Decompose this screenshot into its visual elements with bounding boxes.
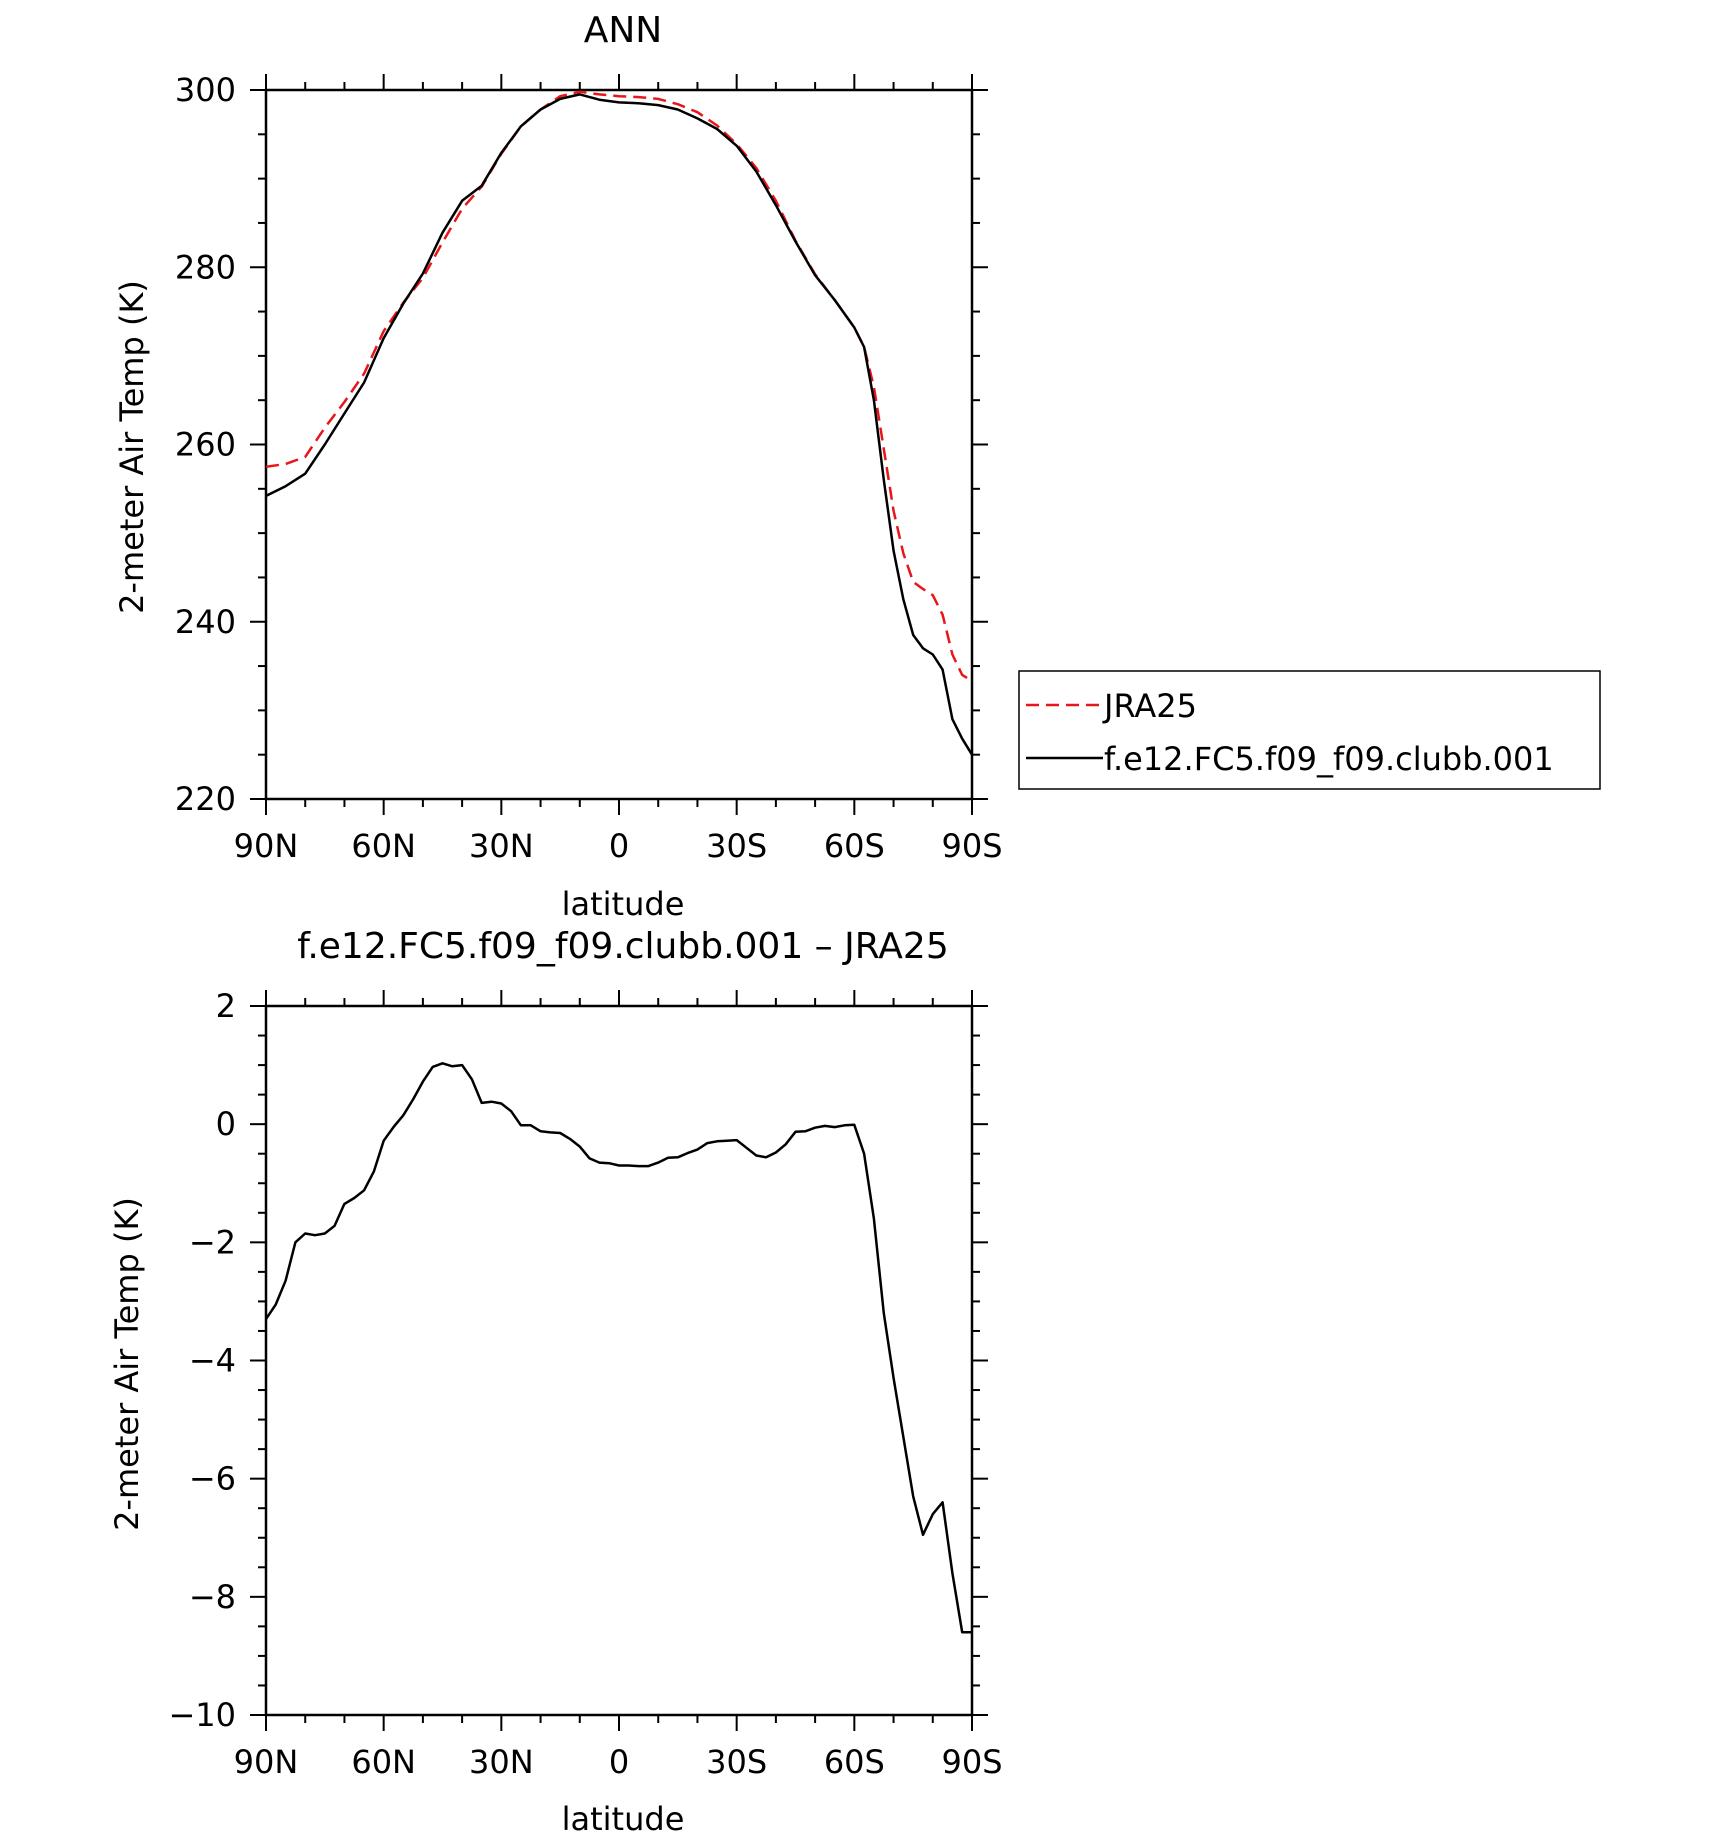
top-x-tick-label: 60N [351,827,416,865]
legend-label-model: f.e12.FC5.f09_f09.clubb.001 [1104,740,1554,778]
bottom-x-tick-label: 60N [351,1743,416,1781]
top-frame [264,88,974,801]
bottom-y-tick-label: −8 [189,1578,236,1616]
bottom-x-tick-label: 30N [469,1743,534,1781]
bottom-x-tick-label: 0 [609,1743,629,1781]
bottom-plot-area: 90N 60N 30N 0 30S 60S 90S −10 −8 −6 −4 −2 0 2 [168,987,1002,1781]
bottom-series-0-line [264,1062,972,1634]
top-x-tick-label: 0 [609,827,629,865]
bottom-title: f.e12.FC5.f09_f09.clubb.001 – JRA25 [297,926,948,967]
legend-label-jra25: JRA25 [1102,687,1197,725]
top-title: ANN [584,10,663,51]
top-y-tick-label: 220 [175,780,236,818]
top-x-tick-label: 90S [941,827,1002,865]
top-y-tick-label: 300 [175,71,236,109]
top-x-tick-label: 30S [706,827,767,865]
top-y-tick-label: 280 [175,248,236,286]
top-x-tick-label: 30N [469,827,534,865]
top-x-tick-label: 60S [824,827,885,865]
bottom-y-tick-label: 0 [216,1105,236,1143]
bottom-x-axis-label: latitude [562,1800,685,1838]
bottom-panel: f.e12.FC5.f09_f09.clubb.001 – JRA25 90N 6… [108,926,1003,1838]
top-y-tick-label: 260 [175,426,236,464]
bottom-y-tick-label: −4 [189,1342,236,1380]
top-x-tick-label: 90N [234,827,299,865]
top-y-tick-label: 240 [175,603,236,641]
top-series-0-line [265,90,973,683]
bottom-x-tick-label: 90S [941,1743,1002,1781]
legend-box [1018,670,1601,790]
top-series-1-line [265,93,974,756]
bottom-x-tick-label: 90N [234,1743,299,1781]
top-plot-area: 90N 60N 30N 0 30S 60S 90S 220 240 260 280 300 [175,71,1003,865]
bottom-x-tick-label: 30S [706,1743,767,1781]
bottom-x-tick-label: 60S [824,1743,885,1781]
bottom-y-tick-label: 2 [216,987,236,1025]
top-panel: ANN 90N 60N 30N 0 30S 60S 90S 220 240 260 280 300 l… [113,10,1003,923]
bottom-y-tick-label: −6 [189,1460,236,1498]
top-x-axis-label: latitude [562,885,685,923]
bottom-y-axis-label: 2-meter Air Temp (K) [108,1197,146,1531]
top-y-axis-label: 2-meter Air Temp (K) [113,280,151,614]
bottom-y-tick-label: −2 [189,1223,236,1261]
legend: JRA25 f.e12.FC5.f09_f09.clubb.001 [1018,670,1601,790]
bottom-frame [264,1004,974,1717]
bottom-y-tick-label: −10 [168,1696,236,1734]
